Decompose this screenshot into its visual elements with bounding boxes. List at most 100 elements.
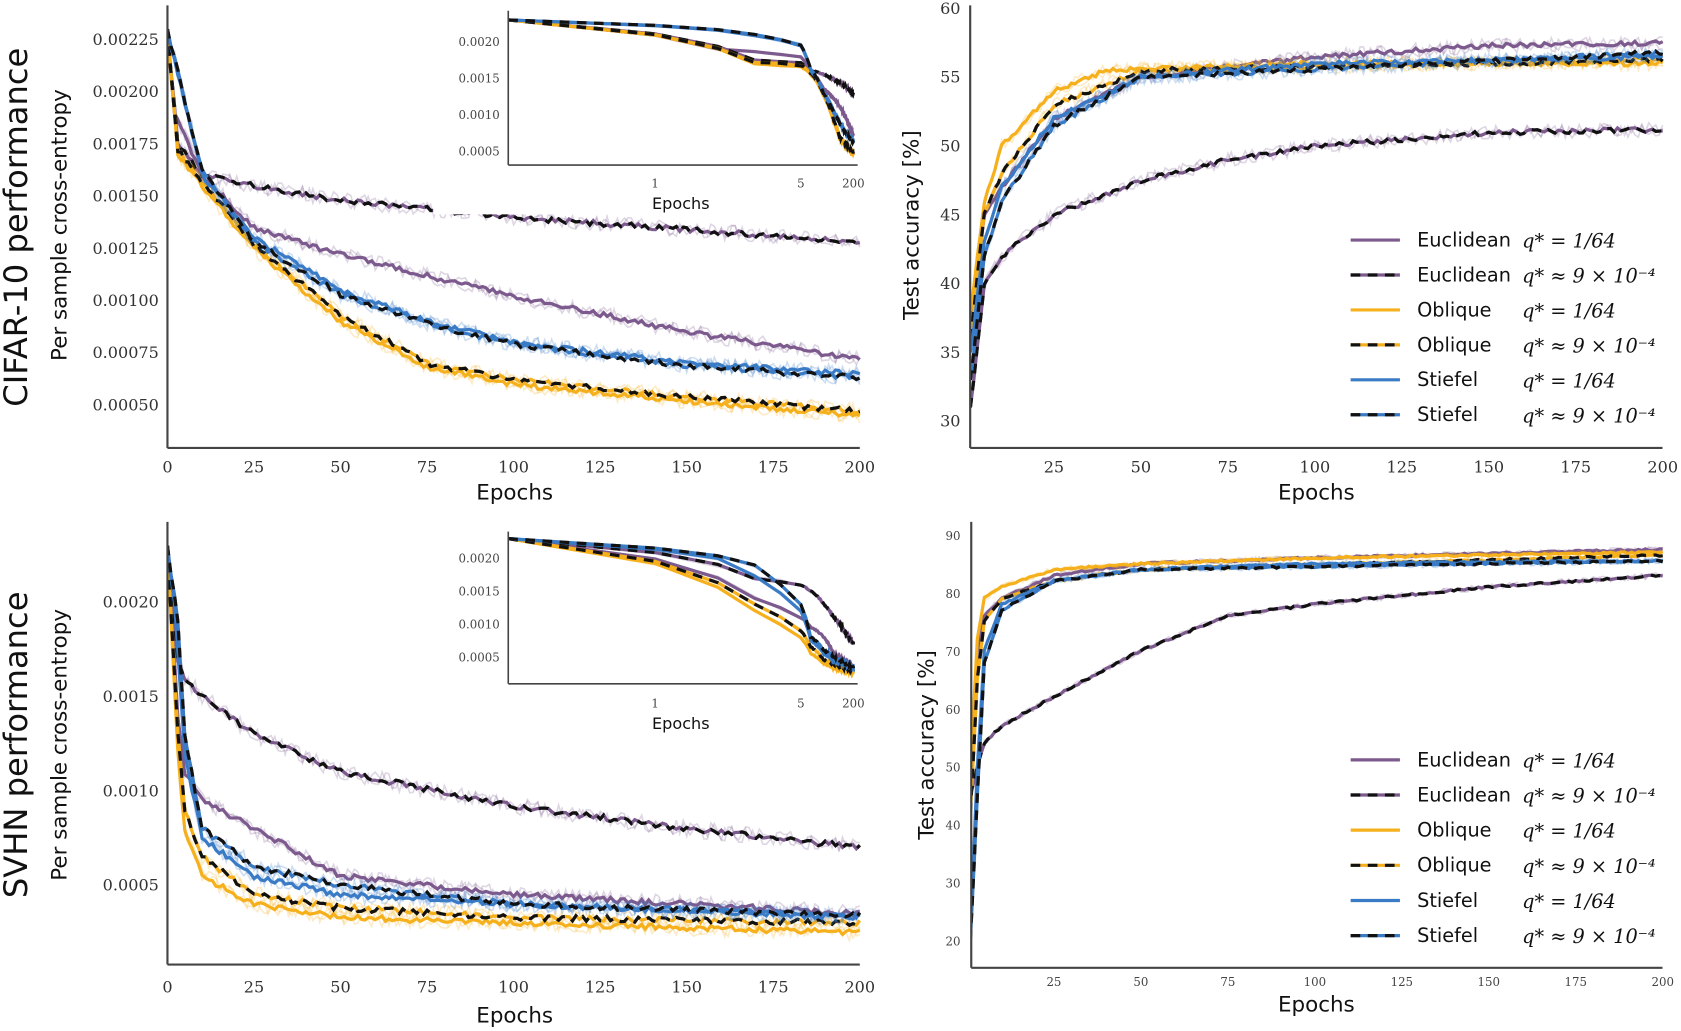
series-line-oblique-solid	[167, 29, 861, 418]
y-tick-label: 0.00050	[92, 395, 158, 414]
legend-q-value: q* ≈ 9 × 10⁻⁴	[1522, 404, 1656, 427]
x-tick-label: 125	[1391, 975, 1413, 989]
legend: Euclidean q* = 1/64 Euclidean q* ≈ 9 × 10⁻⁴…	[1350, 748, 1656, 948]
x-tick-label: 0	[162, 458, 172, 477]
x-axis-label: Epochs	[1278, 993, 1355, 1018]
y-tick-label: 40	[940, 274, 960, 293]
y-tick-label: 0.00150	[92, 187, 158, 206]
x-tick-label: 100	[498, 977, 529, 996]
inset: 1 5 200 0.0020 0.0015 0.0010 0.0005 Epochs	[433, 526, 865, 735]
series-dash-stiefel-inset	[508, 18, 855, 147]
legend-q-value: q* = 1/64	[1522, 230, 1616, 253]
x-tick-label: 75	[1220, 975, 1235, 989]
series-dash-stiefel	[167, 28, 861, 382]
y-tick-label: 90	[946, 529, 961, 543]
legend-q-value: q* ≈ 9 × 10⁻⁴	[1522, 925, 1656, 948]
x-tick-label: 200	[844, 458, 875, 477]
y-tick-label: 50	[946, 761, 961, 775]
y-axis-label: Test accuracy [%]	[900, 130, 925, 321]
y-tick-label: 0.00225	[92, 30, 158, 49]
x-tick-label: 25	[1044, 458, 1064, 477]
x-tick-label: 25	[244, 458, 264, 477]
legend: Euclidean q* = 1/64 Euclidean q* ≈ 9 × 10⁻⁴…	[1350, 228, 1656, 427]
series-group	[970, 35, 1664, 408]
x-tick-label: 150	[1478, 975, 1500, 989]
x-tick-label: 150	[671, 458, 702, 477]
x-tick-label: 175	[758, 458, 789, 477]
legend-q-value: q* = 1/64	[1522, 299, 1616, 322]
legend-q-value: q* ≈ 9 × 10⁻⁴	[1522, 785, 1656, 808]
row-title-cifar: CIFAR-10 performance	[0, 48, 35, 407]
inset-x-tick-label: 1	[651, 696, 659, 710]
y-tick-label: 0.0015	[103, 687, 159, 706]
inset-y-tick-label: 0.0005	[459, 650, 500, 664]
inset-y-tick-label: 0.0020	[459, 35, 500, 49]
series-dash-euclidean	[971, 573, 1663, 796]
inset-x-tick-label: 200	[842, 177, 864, 191]
x-tick-label: 50	[1131, 458, 1151, 477]
y-tick-label: 0.00125	[92, 239, 158, 258]
x-axis-label: Epochs	[476, 480, 553, 505]
plots-layer: 0 25 50 75 100 125 150 175 2000.000500.000750.00…	[48, 0, 1678, 1028]
y-tick-label: 0.00075	[92, 343, 158, 362]
series-dash-stiefel-inset	[508, 537, 855, 673]
legend-q-value: q* ≈ 9 × 10⁻⁴	[1522, 265, 1656, 288]
y-tick-label: 50	[940, 136, 960, 155]
series-run-oblique	[167, 29, 861, 424]
y-tick-label: 55	[940, 68, 960, 87]
series-dash-oblique	[970, 56, 1664, 339]
series-run-stiefel	[167, 545, 860, 925]
y-tick-label: 30	[946, 876, 961, 890]
x-tick-label: 100	[1300, 458, 1331, 477]
legend-label: Stiefel	[1417, 368, 1478, 391]
inset: 1 5 200 0.0020 0.0015 0.0010 0.0005 Epochs	[433, 5, 865, 215]
series-run-euclidean	[167, 545, 860, 853]
x-tick-label: 25	[1046, 975, 1061, 989]
inset-y-tick-label: 0.0010	[459, 617, 500, 631]
series-group	[971, 545, 1664, 940]
series-line-oblique-solid	[971, 550, 1664, 767]
y-tick-label: 0.00200	[92, 82, 158, 101]
series-run-stiefel	[167, 545, 861, 924]
y-tick-label: 0.00175	[92, 134, 158, 153]
plot-0: 0 25 50 75 100 125 150 175 200 0.00050 0.00075 0.00…	[48, 5, 875, 505]
legend-q-value: q* ≈ 9 × 10⁻⁴	[1522, 855, 1656, 878]
legend-label: Oblique	[1417, 333, 1491, 356]
x-tick-label: 150	[671, 977, 702, 996]
legend-label: Stiefel	[1417, 924, 1478, 947]
plot-3: 25 50 75 100 125 150 175 200 20 30 40 50 60 70 80 90 Epo…	[915, 521, 1674, 1018]
series-line-euclidean-solid-inset	[508, 18, 855, 140]
x-tick-label: 100	[1304, 975, 1326, 989]
x-tick-label: 75	[417, 458, 437, 477]
y-tick-label: 0.0020	[103, 593, 159, 612]
x-tick-label: 75	[1218, 458, 1238, 477]
series-dash-oblique	[167, 29, 861, 415]
series-dash-euclidean-inset	[508, 537, 855, 646]
series-line-stiefel-solid	[970, 53, 1664, 353]
legend-label: Stiefel	[1417, 889, 1478, 912]
x-tick-label: 125	[1386, 458, 1417, 477]
series-line-euclidean-solid	[167, 545, 861, 918]
legend-label: Euclidean	[1417, 263, 1511, 286]
series-run-oblique	[167, 29, 861, 423]
x-tick-label: 50	[1133, 975, 1148, 989]
x-tick-label: 25	[244, 977, 264, 996]
legend-q-value: q* = 1/64	[1522, 890, 1616, 913]
legend-q-value: q* = 1/64	[1522, 820, 1616, 843]
legend-q-value: q* ≈ 9 × 10⁻⁴	[1522, 334, 1656, 357]
y-tick-label: 20	[946, 934, 961, 948]
y-axis-label: Per sample cross-entropy	[48, 609, 73, 881]
inset-y-tick-label: 0.0015	[459, 585, 500, 599]
x-tick-label: 175	[758, 977, 789, 996]
inset-y-tick-label: 0.0015	[459, 72, 500, 86]
x-tick-label: 200	[1647, 458, 1678, 477]
x-tick-label: 75	[417, 977, 437, 996]
legend-q-value: q* = 1/64	[1522, 749, 1616, 772]
y-axis-label: Per sample cross-entropy	[48, 89, 73, 361]
legend-label: Oblique	[1417, 819, 1491, 842]
y-tick-label: 40	[946, 819, 961, 833]
legend-label: Stiefel	[1417, 403, 1478, 426]
legend-q-value: q* = 1/64	[1522, 369, 1616, 392]
y-axis-label: Test accuracy [%]	[915, 650, 940, 841]
